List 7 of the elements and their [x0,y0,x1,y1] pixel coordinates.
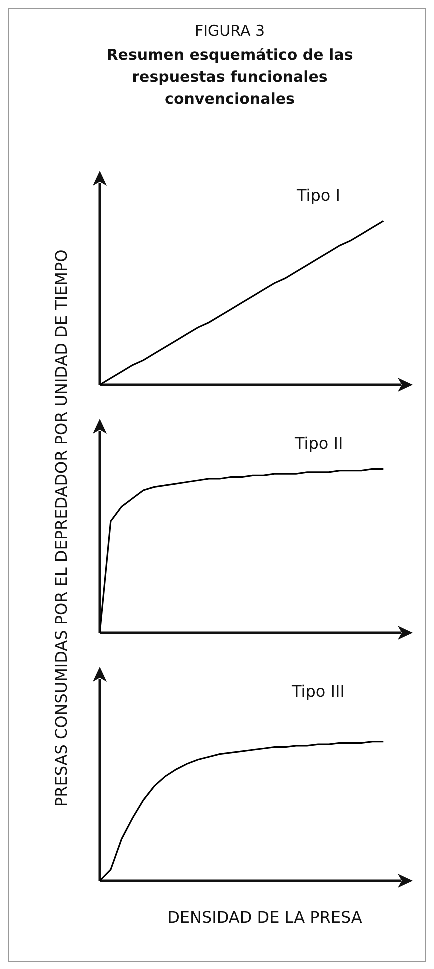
text: Tipo III [291,682,345,701]
text: Tipo I [296,186,340,205]
chart-subtitle: Resumen esquemático de las respuestas funcionales convencionales [106,45,354,110]
x-axis-title: DENSIDAD DE LA PRESA [166,908,364,927]
y-axis-title: PRESAS CONSUMIDAS POR EL DEPREDADOR POR UNIDAD DE TIEMPO [52,248,72,810]
text: Tipo II [294,434,344,453]
chart-title: FIGURA 3 [194,22,266,40]
